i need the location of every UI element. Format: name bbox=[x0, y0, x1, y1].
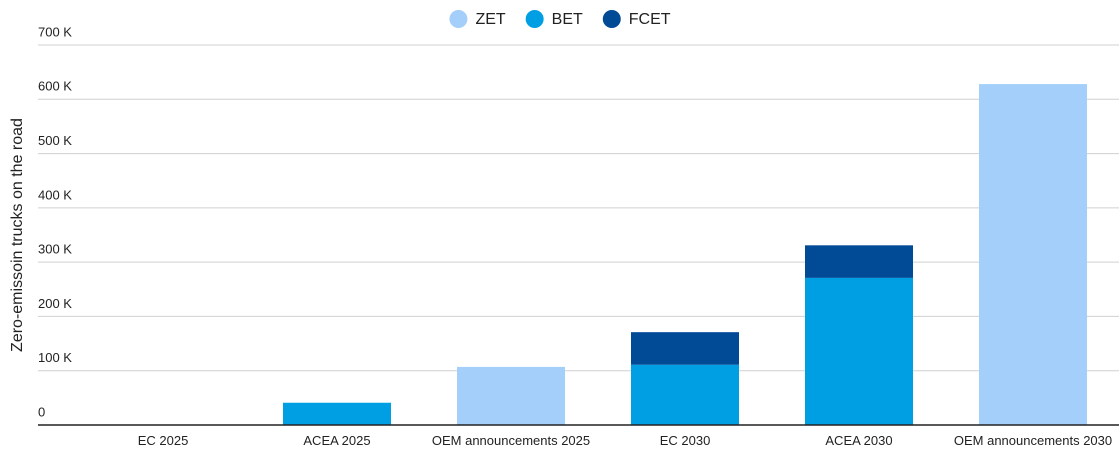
bar-segment bbox=[631, 364, 739, 425]
x-tick-label: EC 2025 bbox=[137, 433, 189, 448]
y-tick-label: 700 K bbox=[38, 24, 72, 39]
x-tick-label: EC 2030 bbox=[659, 433, 711, 448]
y-tick-label: 400 K bbox=[38, 187, 72, 202]
y-tick-label: 0 bbox=[38, 404, 45, 419]
x-tick-label: ACEA 2025 bbox=[303, 433, 371, 448]
y-tick-label: 100 K bbox=[38, 350, 72, 365]
bar-segment bbox=[805, 277, 913, 425]
y-tick-label: 500 K bbox=[38, 133, 72, 148]
y-axis-label: Zero-emissoin trucks on the road bbox=[9, 118, 26, 352]
bar-segment bbox=[283, 402, 391, 425]
legend-marker bbox=[449, 10, 468, 28]
y-tick-label: 300 K bbox=[38, 242, 72, 257]
y-tick-label: 600 K bbox=[38, 79, 72, 94]
legend-label: FCET bbox=[629, 11, 671, 28]
bar-segment bbox=[631, 332, 739, 365]
legend-marker bbox=[602, 10, 621, 28]
bar-segment bbox=[805, 245, 913, 278]
x-tick-label: OEM announcements 2025 bbox=[431, 433, 591, 448]
bar-segment bbox=[979, 84, 1087, 425]
x-tick-label: OEM announcements 2030 bbox=[953, 433, 1113, 448]
legend-label: BET bbox=[552, 11, 583, 28]
bar-segment bbox=[457, 366, 565, 425]
legend-label: ZET bbox=[475, 11, 505, 28]
legend-marker bbox=[525, 10, 544, 28]
x-tick-label: ACEA 2030 bbox=[825, 433, 893, 448]
y-tick-label: 200 K bbox=[38, 296, 72, 311]
